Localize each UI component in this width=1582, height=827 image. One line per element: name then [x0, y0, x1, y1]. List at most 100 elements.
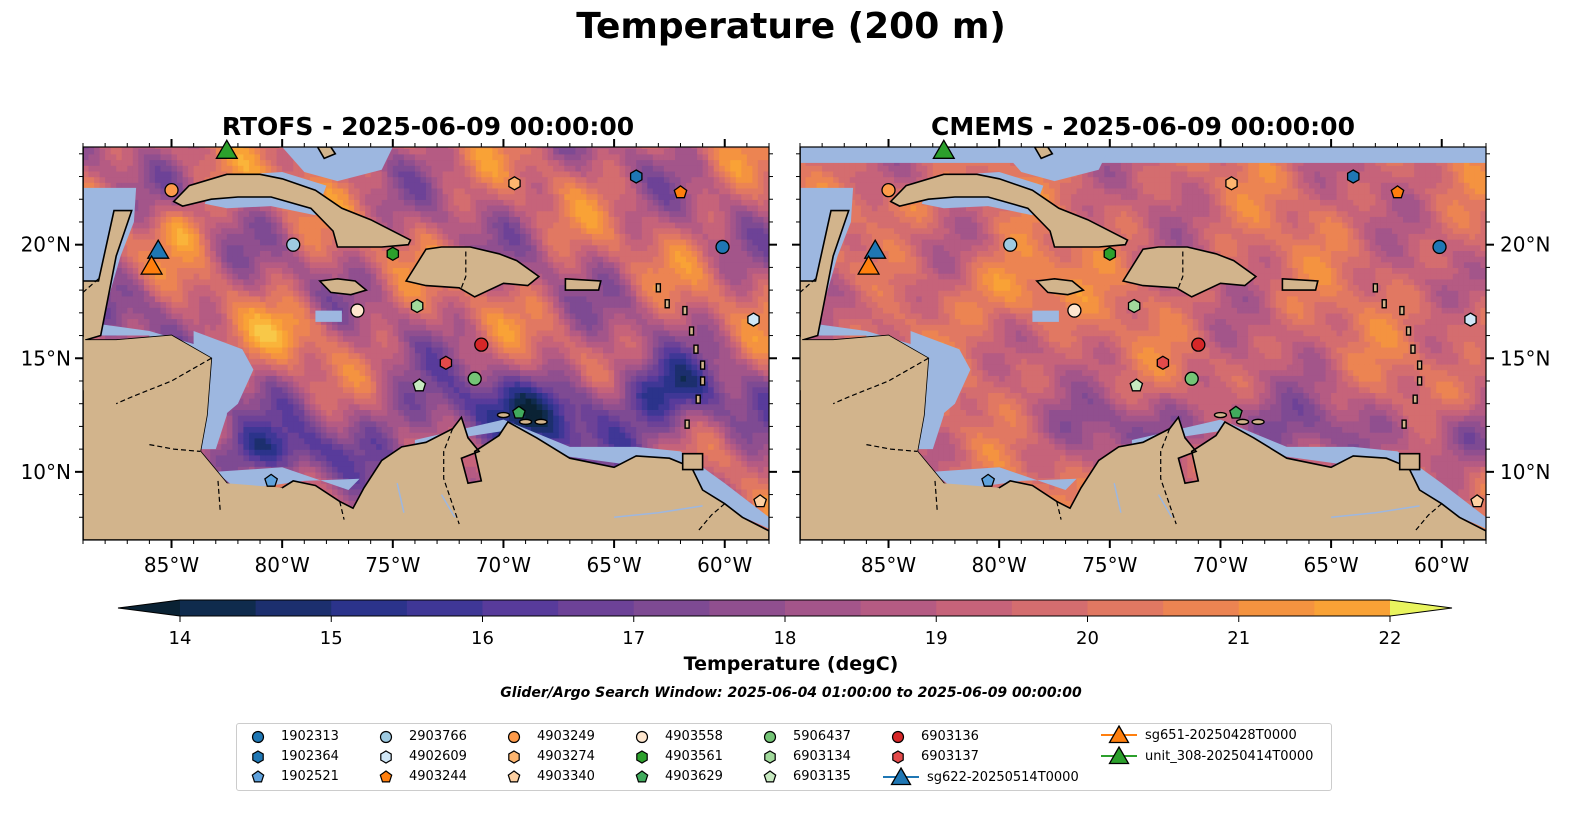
float-4903244 — [1390, 185, 1405, 199]
island — [1410, 344, 1416, 354]
float-4903340 — [753, 494, 768, 508]
legend-label: 4903558 — [665, 729, 723, 744]
y-tick-label: 20°N — [21, 233, 71, 257]
colorbar-extend-min — [118, 600, 180, 616]
colorbar-segment — [1314, 600, 1391, 616]
colorbar-segment — [180, 600, 257, 616]
x-tick-label: 60°W — [697, 553, 752, 577]
float-4903558 — [350, 303, 365, 318]
rtofs-panel-title: RTOFS - 2025-06-09 00:00:00 — [221, 112, 635, 141]
cmems-panel-title: CMEMS - 2025-06-09 00:00:00 — [931, 112, 1355, 141]
island — [688, 326, 695, 336]
island — [1401, 419, 1407, 429]
float-unit_308-20250414T0000 — [932, 139, 956, 159]
river — [440, 494, 456, 518]
legend-label: unit_308-20250414T0000 — [1145, 749, 1314, 764]
rtofs-map-panel: 85°W 80°W 75°W 70°W 65°W 60°W 10°N 15°N 20°N — [21, 139, 777, 577]
colorbar-segment — [860, 600, 937, 616]
colorbar-tick-label: 16 — [471, 628, 494, 649]
shelf-panamaShelf — [932, 467, 1077, 490]
colorbar: 14 15 16 17 18 19 20 21 22 — [117, 599, 1453, 649]
float-6903137 — [439, 355, 453, 371]
float-markers — [857, 139, 1485, 508]
colorbar-segment — [936, 600, 1013, 616]
float-1902313 — [1432, 239, 1447, 255]
colorbar-tick-label: 17 — [622, 628, 645, 649]
land-hispaniola — [1121, 246, 1258, 298]
float-sg622-20250514T0000 — [146, 238, 170, 259]
island — [699, 360, 706, 370]
legend-label: 4903244 — [409, 769, 467, 784]
pentagon-marker-icon — [507, 770, 521, 783]
colorbar-tick-label: 21 — [1227, 628, 1250, 649]
float-4902609 — [747, 312, 760, 327]
island — [664, 299, 670, 309]
y-tick-label: 10°N — [21, 460, 71, 484]
river — [1113, 483, 1122, 513]
island — [496, 411, 511, 419]
island — [534, 418, 548, 426]
legend-label: 4903629 — [665, 769, 723, 784]
island — [1372, 283, 1379, 293]
x-tick-label: 75°W — [1082, 553, 1137, 577]
x-tick-label: 80°W — [972, 553, 1027, 577]
legend-label: 4903249 — [537, 729, 595, 744]
circle-marker-icon — [891, 730, 905, 744]
y-tick-label: 15°N — [21, 346, 71, 370]
float-4903629 — [1229, 405, 1243, 419]
country-border — [1177, 251, 1184, 289]
circle-marker-icon — [507, 730, 521, 744]
circle-marker-icon — [379, 730, 393, 744]
island — [695, 394, 701, 404]
land-isthmus — [800, 335, 1000, 531]
legend-label: 4902609 — [409, 749, 467, 764]
x-tick-label: 65°W — [1303, 553, 1358, 577]
legend-label: 1902364 — [281, 749, 339, 764]
colorbar-segment — [1238, 600, 1315, 616]
island — [1416, 360, 1423, 370]
land-trinidad — [681, 452, 704, 471]
colorbar-segment — [633, 600, 710, 616]
island — [693, 344, 699, 354]
x-tick-label: 75°W — [365, 553, 420, 577]
river — [396, 483, 405, 513]
float-4903274 — [1225, 176, 1238, 191]
map-frame — [82, 146, 770, 541]
float-4903274 — [508, 176, 521, 191]
country-border — [443, 428, 460, 525]
country-border — [217, 480, 221, 511]
triangle-marker-icon — [883, 766, 919, 786]
hexagon-marker-icon — [508, 750, 520, 764]
x-tick-label: 85°W — [861, 553, 916, 577]
island — [655, 283, 662, 293]
y-tick-label: 10°N — [1500, 460, 1550, 484]
x-tick-label: 70°W — [1193, 553, 1248, 577]
float-6903136 — [474, 337, 489, 352]
river — [614, 505, 703, 519]
float-sg651-20250428T0000 — [857, 254, 881, 275]
pentagon-marker-icon — [635, 770, 649, 783]
legend-label: 6903135 — [793, 769, 851, 784]
float-4903249 — [881, 183, 896, 198]
country-border — [149, 444, 201, 452]
legend-label: 5906437 — [793, 729, 851, 744]
float-5906437 — [1184, 371, 1199, 386]
pentagon-marker-icon — [763, 770, 777, 783]
colorbar-segment — [1163, 600, 1240, 616]
river — [1157, 494, 1173, 518]
land-bahamas — [1033, 147, 1054, 160]
float-2903766 — [1003, 237, 1018, 252]
country-border — [934, 480, 938, 511]
land-jamaica — [318, 277, 368, 296]
colorbar-tick-label: 14 — [169, 628, 192, 649]
island — [1412, 394, 1418, 404]
colorbar-segment — [331, 600, 408, 616]
country-border — [339, 501, 345, 520]
land-puertorico — [564, 277, 602, 291]
island — [1235, 418, 1250, 426]
legend-label: sg622-20250514T0000 — [927, 770, 1079, 785]
land-hispaniola — [404, 246, 541, 298]
colorbar-tick-label: 22 — [1379, 628, 1402, 649]
legend-label: 1902521 — [281, 769, 339, 784]
